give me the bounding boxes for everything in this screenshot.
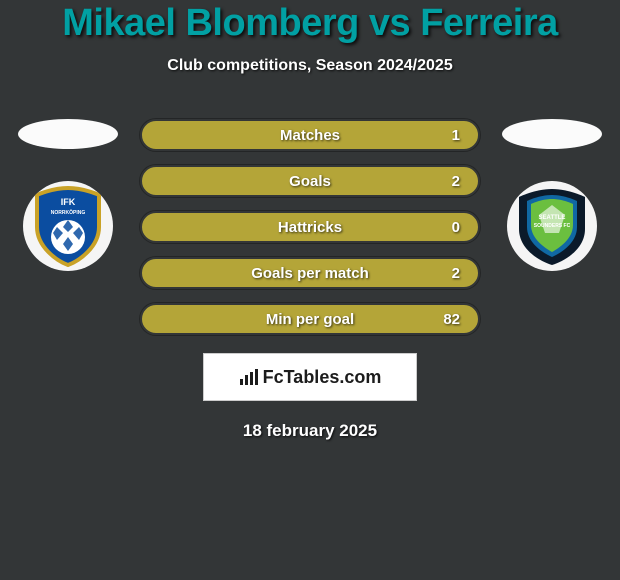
bar-chart-icon (239, 369, 259, 385)
stat-label: Min per goal (266, 311, 354, 328)
stat-label: Goals (289, 173, 331, 190)
left-column: IFK NORRKÖPING (18, 119, 118, 271)
page-title: Mikael Blomberg vs Ferreira (0, 2, 620, 45)
stat-value: 2 (452, 265, 460, 282)
stat-row-matches: Matches 1 (140, 119, 480, 151)
brand-link[interactable]: FcTables.com (203, 353, 417, 401)
stat-value: 2 (452, 173, 460, 190)
date-text: 18 february 2025 (0, 421, 620, 441)
sounders-badge-icon: SEATTLE SOUNDERS FC (511, 185, 593, 267)
stat-label: Hattricks (278, 219, 342, 236)
stats-column: Matches 1 Goals 2 Hattricks 0 Goals per … (140, 119, 480, 335)
stat-label: Goals per match (251, 265, 369, 282)
stat-row-goals: Goals 2 (140, 165, 480, 197)
comparison-layout: IFK NORRKÖPING Matches 1 Goals 2 Hattric… (0, 119, 620, 335)
svg-text:IFK: IFK (61, 197, 76, 207)
club-badge-left: IFK NORRKÖPING (23, 181, 113, 271)
stat-value: 82 (443, 311, 460, 328)
brand-text: FcTables.com (263, 367, 382, 388)
player-avatar-left (18, 119, 118, 149)
norrkoping-badge-icon: IFK NORRKÖPING (29, 185, 107, 267)
stat-value: 1 (452, 127, 460, 144)
subtitle: Club competitions, Season 2024/2025 (0, 57, 620, 75)
right-column: SEATTLE SOUNDERS FC (502, 119, 602, 271)
stat-label: Matches (280, 127, 340, 144)
club-badge-right: SEATTLE SOUNDERS FC (507, 181, 597, 271)
stat-row-min-per-goal: Min per goal 82 (140, 303, 480, 335)
stat-row-goals-per-match: Goals per match 2 (140, 257, 480, 289)
svg-text:SEATTLE: SEATTLE (539, 215, 566, 221)
player-avatar-right (502, 119, 602, 149)
comparison-widget: Mikael Blomberg vs Ferreira Club competi… (0, 0, 620, 580)
svg-text:NORRKÖPING: NORRKÖPING (51, 209, 86, 216)
svg-text:SOUNDERS FC: SOUNDERS FC (534, 223, 571, 229)
stat-row-hattricks: Hattricks 0 (140, 211, 480, 243)
stat-value: 0 (452, 219, 460, 236)
